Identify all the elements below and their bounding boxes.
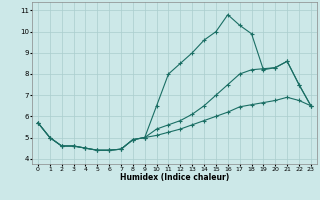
X-axis label: Humidex (Indice chaleur): Humidex (Indice chaleur) xyxy=(120,173,229,182)
